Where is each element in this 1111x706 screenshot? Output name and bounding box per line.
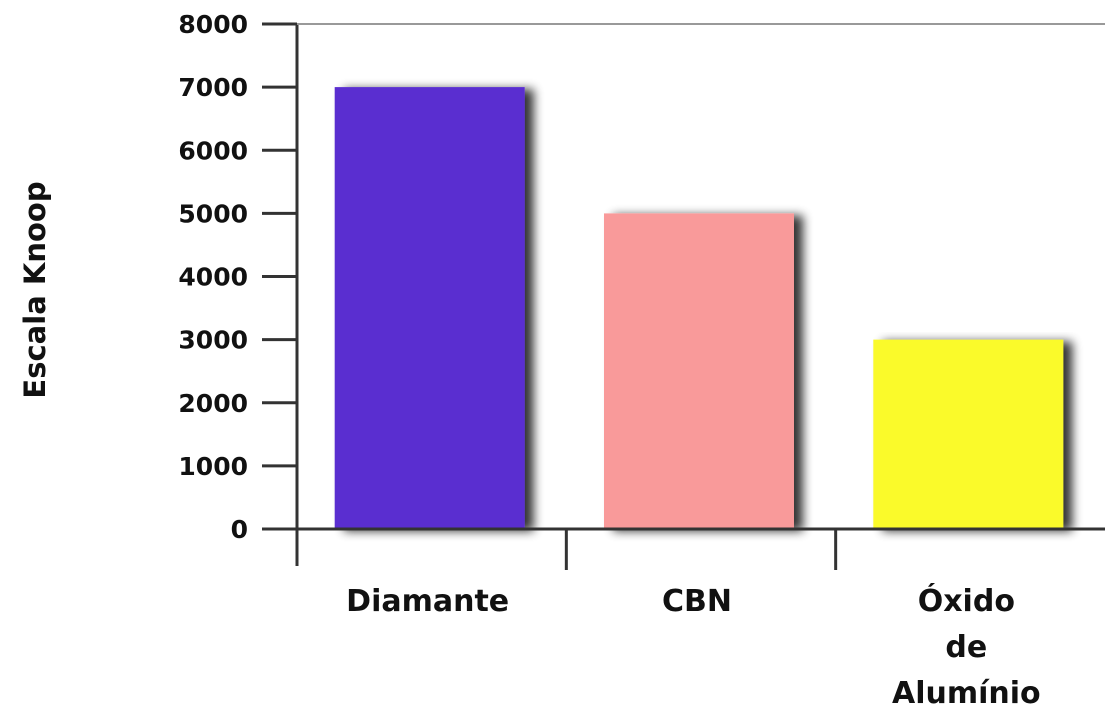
y-tick-label: 5000: [178, 199, 248, 228]
x-category-label: Alumínio: [892, 676, 1041, 706]
x-category-label: CBN: [662, 584, 732, 619]
bar-0: [334, 87, 525, 529]
y-tick-label: 7000: [178, 73, 248, 102]
bars: [334, 87, 1064, 529]
axes: [262, 23, 1105, 570]
y-tick-label: 0: [231, 515, 248, 544]
y-tick-label: 6000: [178, 136, 248, 165]
y-axis-title: Escala Knoop: [18, 181, 52, 398]
x-category-label: Diamante: [346, 584, 509, 619]
y-ticks: 0 1000 2000 3000 4000 5000 6000 7000 8000: [178, 10, 297, 544]
y-tick-label: 1000: [178, 452, 248, 481]
x-category-label: de: [945, 630, 987, 665]
y-tick-label: 3000: [178, 326, 248, 355]
y-tick-label: 2000: [178, 389, 248, 418]
x-labels: Diamante CBN Óxido de Alumínio: [346, 582, 1040, 706]
bar-2: [873, 339, 1064, 529]
bar-1: [604, 213, 794, 529]
y-tick-label: 4000: [178, 263, 248, 292]
y-tick-label: 8000: [178, 10, 248, 39]
x-category-label: Óxido: [918, 582, 1015, 619]
